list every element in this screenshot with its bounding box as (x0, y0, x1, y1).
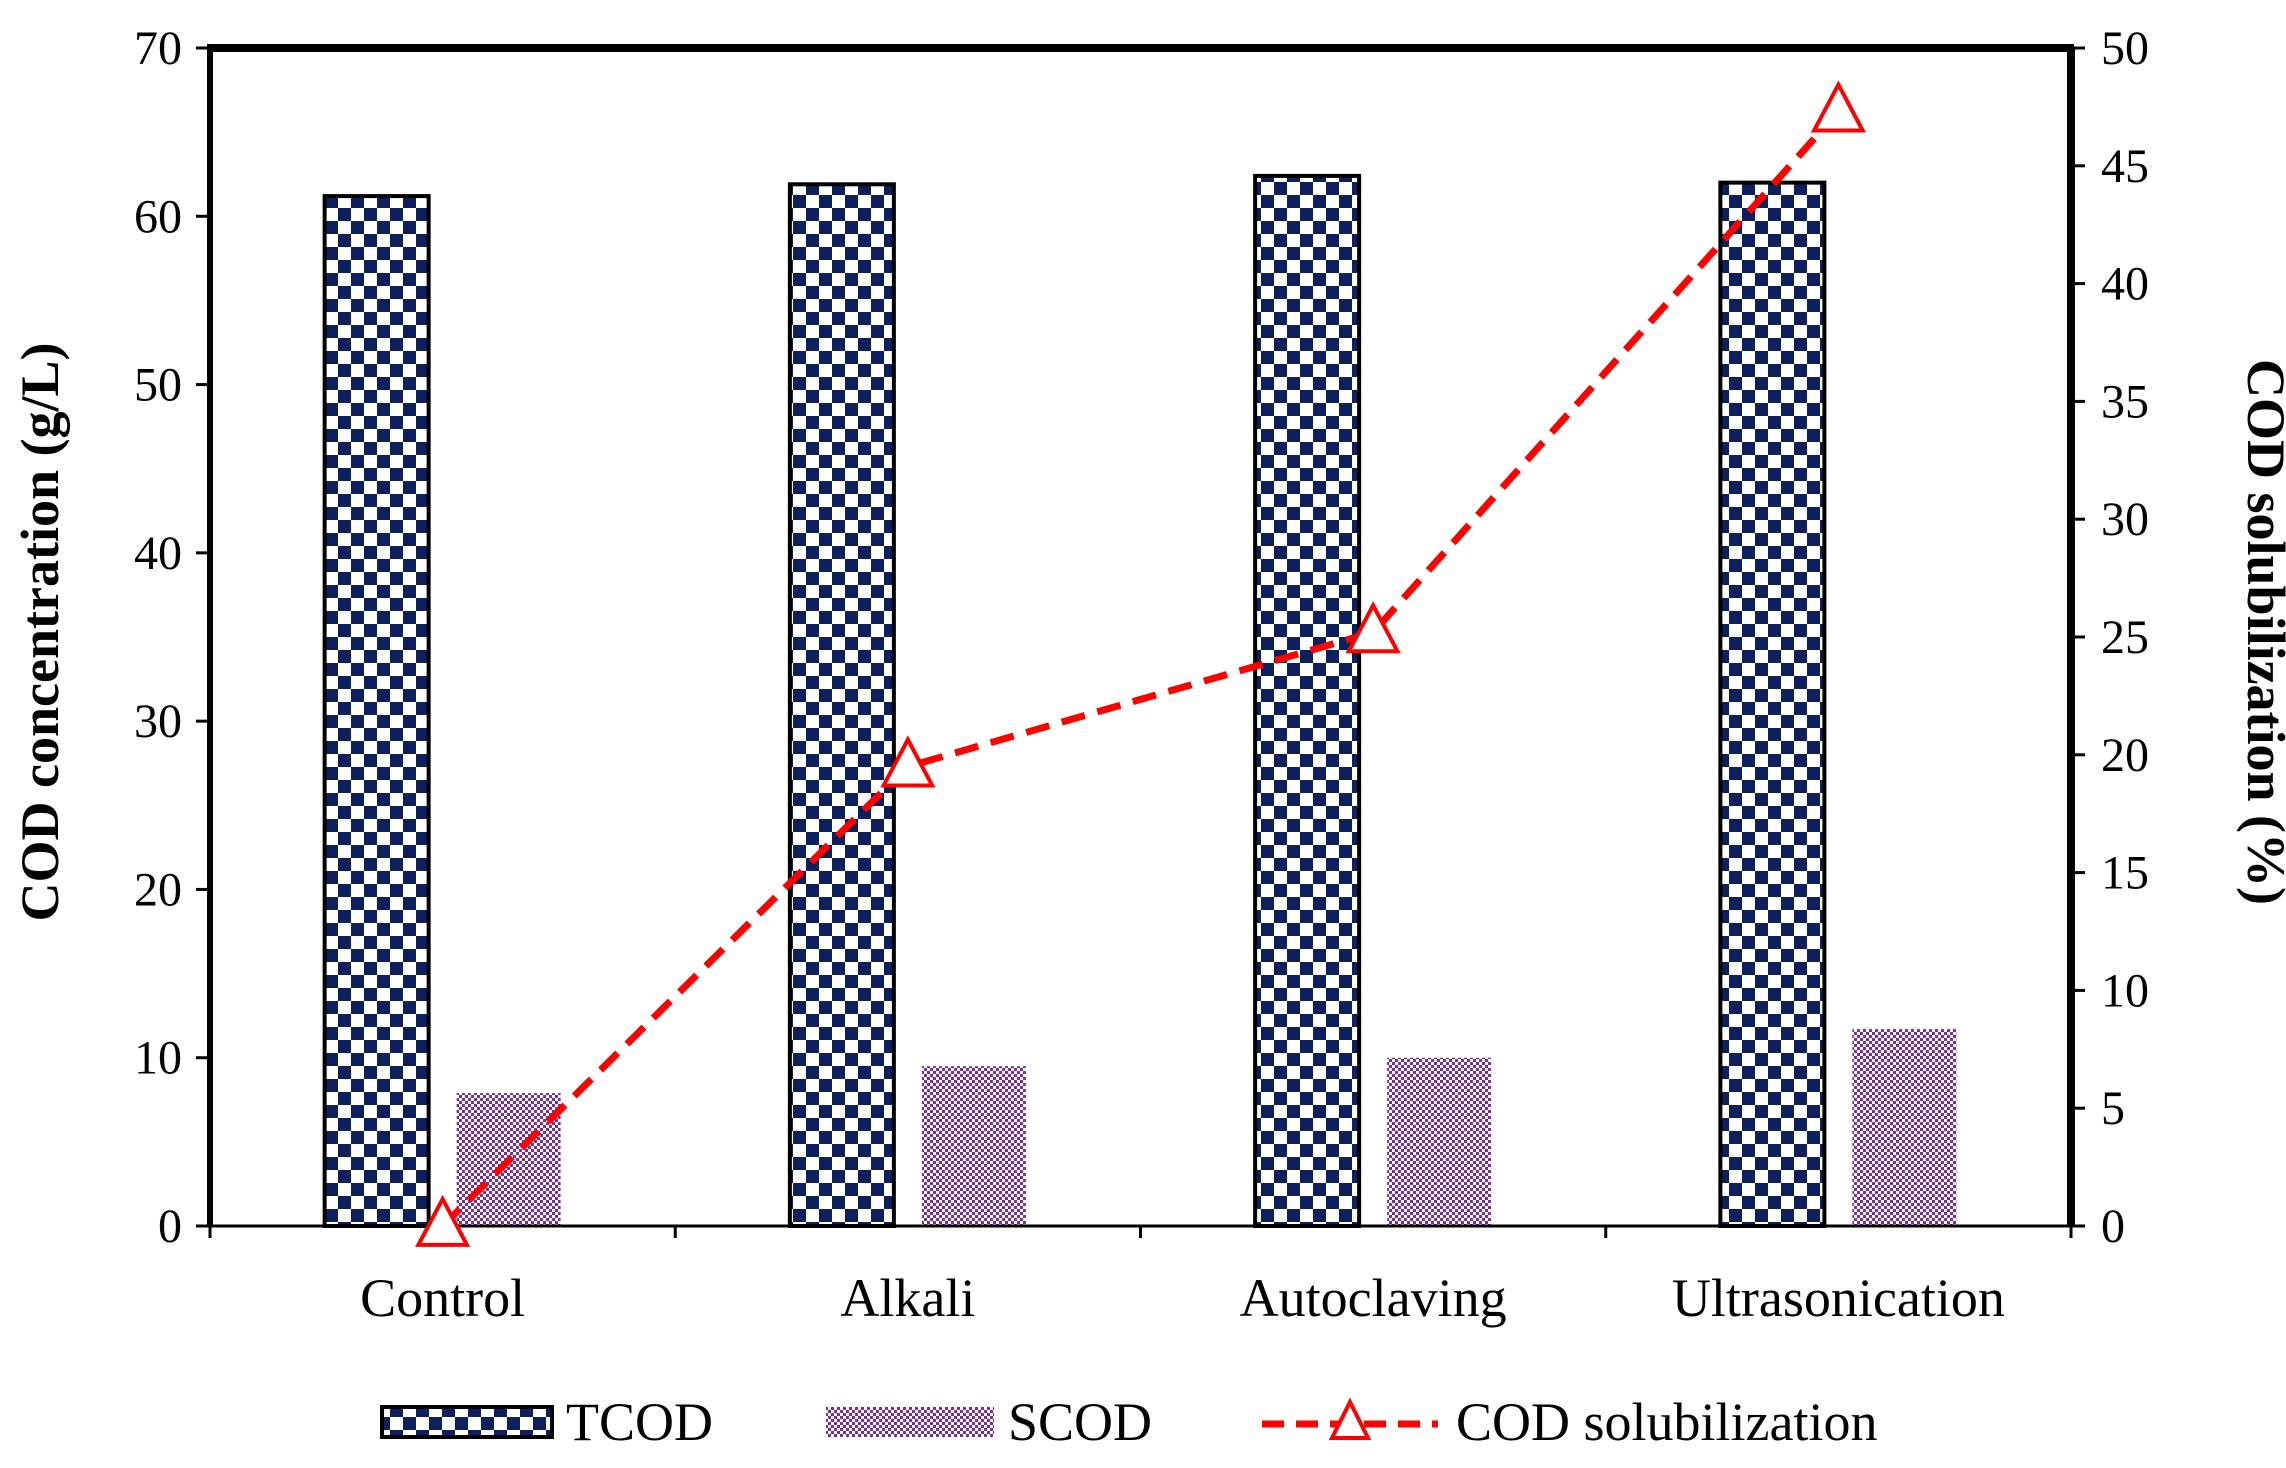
right-axis: 0 5 10 15 20 25 30 35 40 45 50 (2071, 22, 2149, 1253)
legend-label-tcod: TCOD (566, 1392, 713, 1452)
right-tick-label-50: 50 (2101, 22, 2149, 75)
right-tick-label-45: 45 (2101, 140, 2149, 193)
legend: TCOD SCOD COD solubilization (380, 1392, 1877, 1452)
left-axis-title: COD concentration (g/L) (10, 343, 70, 922)
line-layer (415, 80, 1866, 1247)
legend-item-solubilization: COD solubilization (1262, 1392, 1877, 1452)
legend-label-solubilization: COD solubilization (1456, 1392, 1877, 1452)
bar-scod-autoclaving (1387, 1057, 1492, 1226)
left-tick-label-60: 60 (134, 190, 182, 243)
right-axis-title: COD solubilization (%) (2236, 359, 2286, 905)
solubilization-point-control (415, 1194, 471, 1247)
category-label-ultrasonication: Ultrasonication (1672, 1268, 2005, 1328)
solubilization-point-autoclaving (1345, 601, 1401, 654)
plot-frame (207, 44, 2075, 1228)
solubilization-point-ultrasonication (1810, 80, 1866, 133)
legend-swatch-tcod (380, 1405, 554, 1439)
legend-marker-solubilization (1328, 1397, 1372, 1440)
bar-scod-alkali (921, 1066, 1026, 1226)
bar-tcod-control (322, 194, 431, 1228)
legend-item-scod: SCOD (826, 1392, 1152, 1452)
left-tick-label-30: 30 (134, 695, 182, 748)
left-tick-label-70: 70 (134, 22, 182, 75)
bar-tcod-alkali (787, 182, 896, 1229)
legend-swatch-scod (826, 1407, 994, 1437)
legend-label-scod: SCOD (1008, 1392, 1152, 1452)
right-tick-label-20: 20 (2101, 729, 2149, 782)
left-tick-label-0: 0 (158, 1200, 182, 1253)
bar-scod-ultrasonication (1852, 1029, 1957, 1226)
right-tick-label-15: 15 (2101, 847, 2149, 900)
left-tick-label-50: 50 (134, 359, 182, 412)
solubilization-point-alkali (880, 735, 936, 788)
right-tick-label-10: 10 (2101, 964, 2149, 1017)
category-label-autoclaving: Autoclaving (1240, 1268, 1507, 1328)
category-label-control: Control (360, 1268, 525, 1328)
legend-item-tcod: TCOD (380, 1392, 713, 1452)
bars-layer (322, 173, 1957, 1229)
left-axis: 0 10 20 30 40 50 60 70 (134, 22, 210, 1253)
bar-tcod-autoclaving (1253, 173, 1362, 1229)
right-tick-label-5: 5 (2101, 1082, 2125, 1135)
left-tick-label-40: 40 (134, 527, 182, 580)
category-label-alkali: Alkali (840, 1268, 975, 1328)
right-tick-label-25: 25 (2101, 611, 2149, 664)
left-tick-label-20: 20 (134, 863, 182, 916)
right-tick-label-35: 35 (2101, 375, 2149, 428)
solubilization-line (440, 109, 1841, 1229)
right-tick-label-0: 0 (2101, 1200, 2125, 1253)
right-tick-label-30: 30 (2101, 493, 2149, 546)
right-tick-label-40: 40 (2101, 258, 2149, 311)
left-tick-label-10: 10 (134, 1032, 182, 1085)
bar-tcod-ultrasonication (1718, 180, 1827, 1229)
category-axis: Control Alkali Autoclaving Ultrasonication (208, 1226, 2073, 1328)
